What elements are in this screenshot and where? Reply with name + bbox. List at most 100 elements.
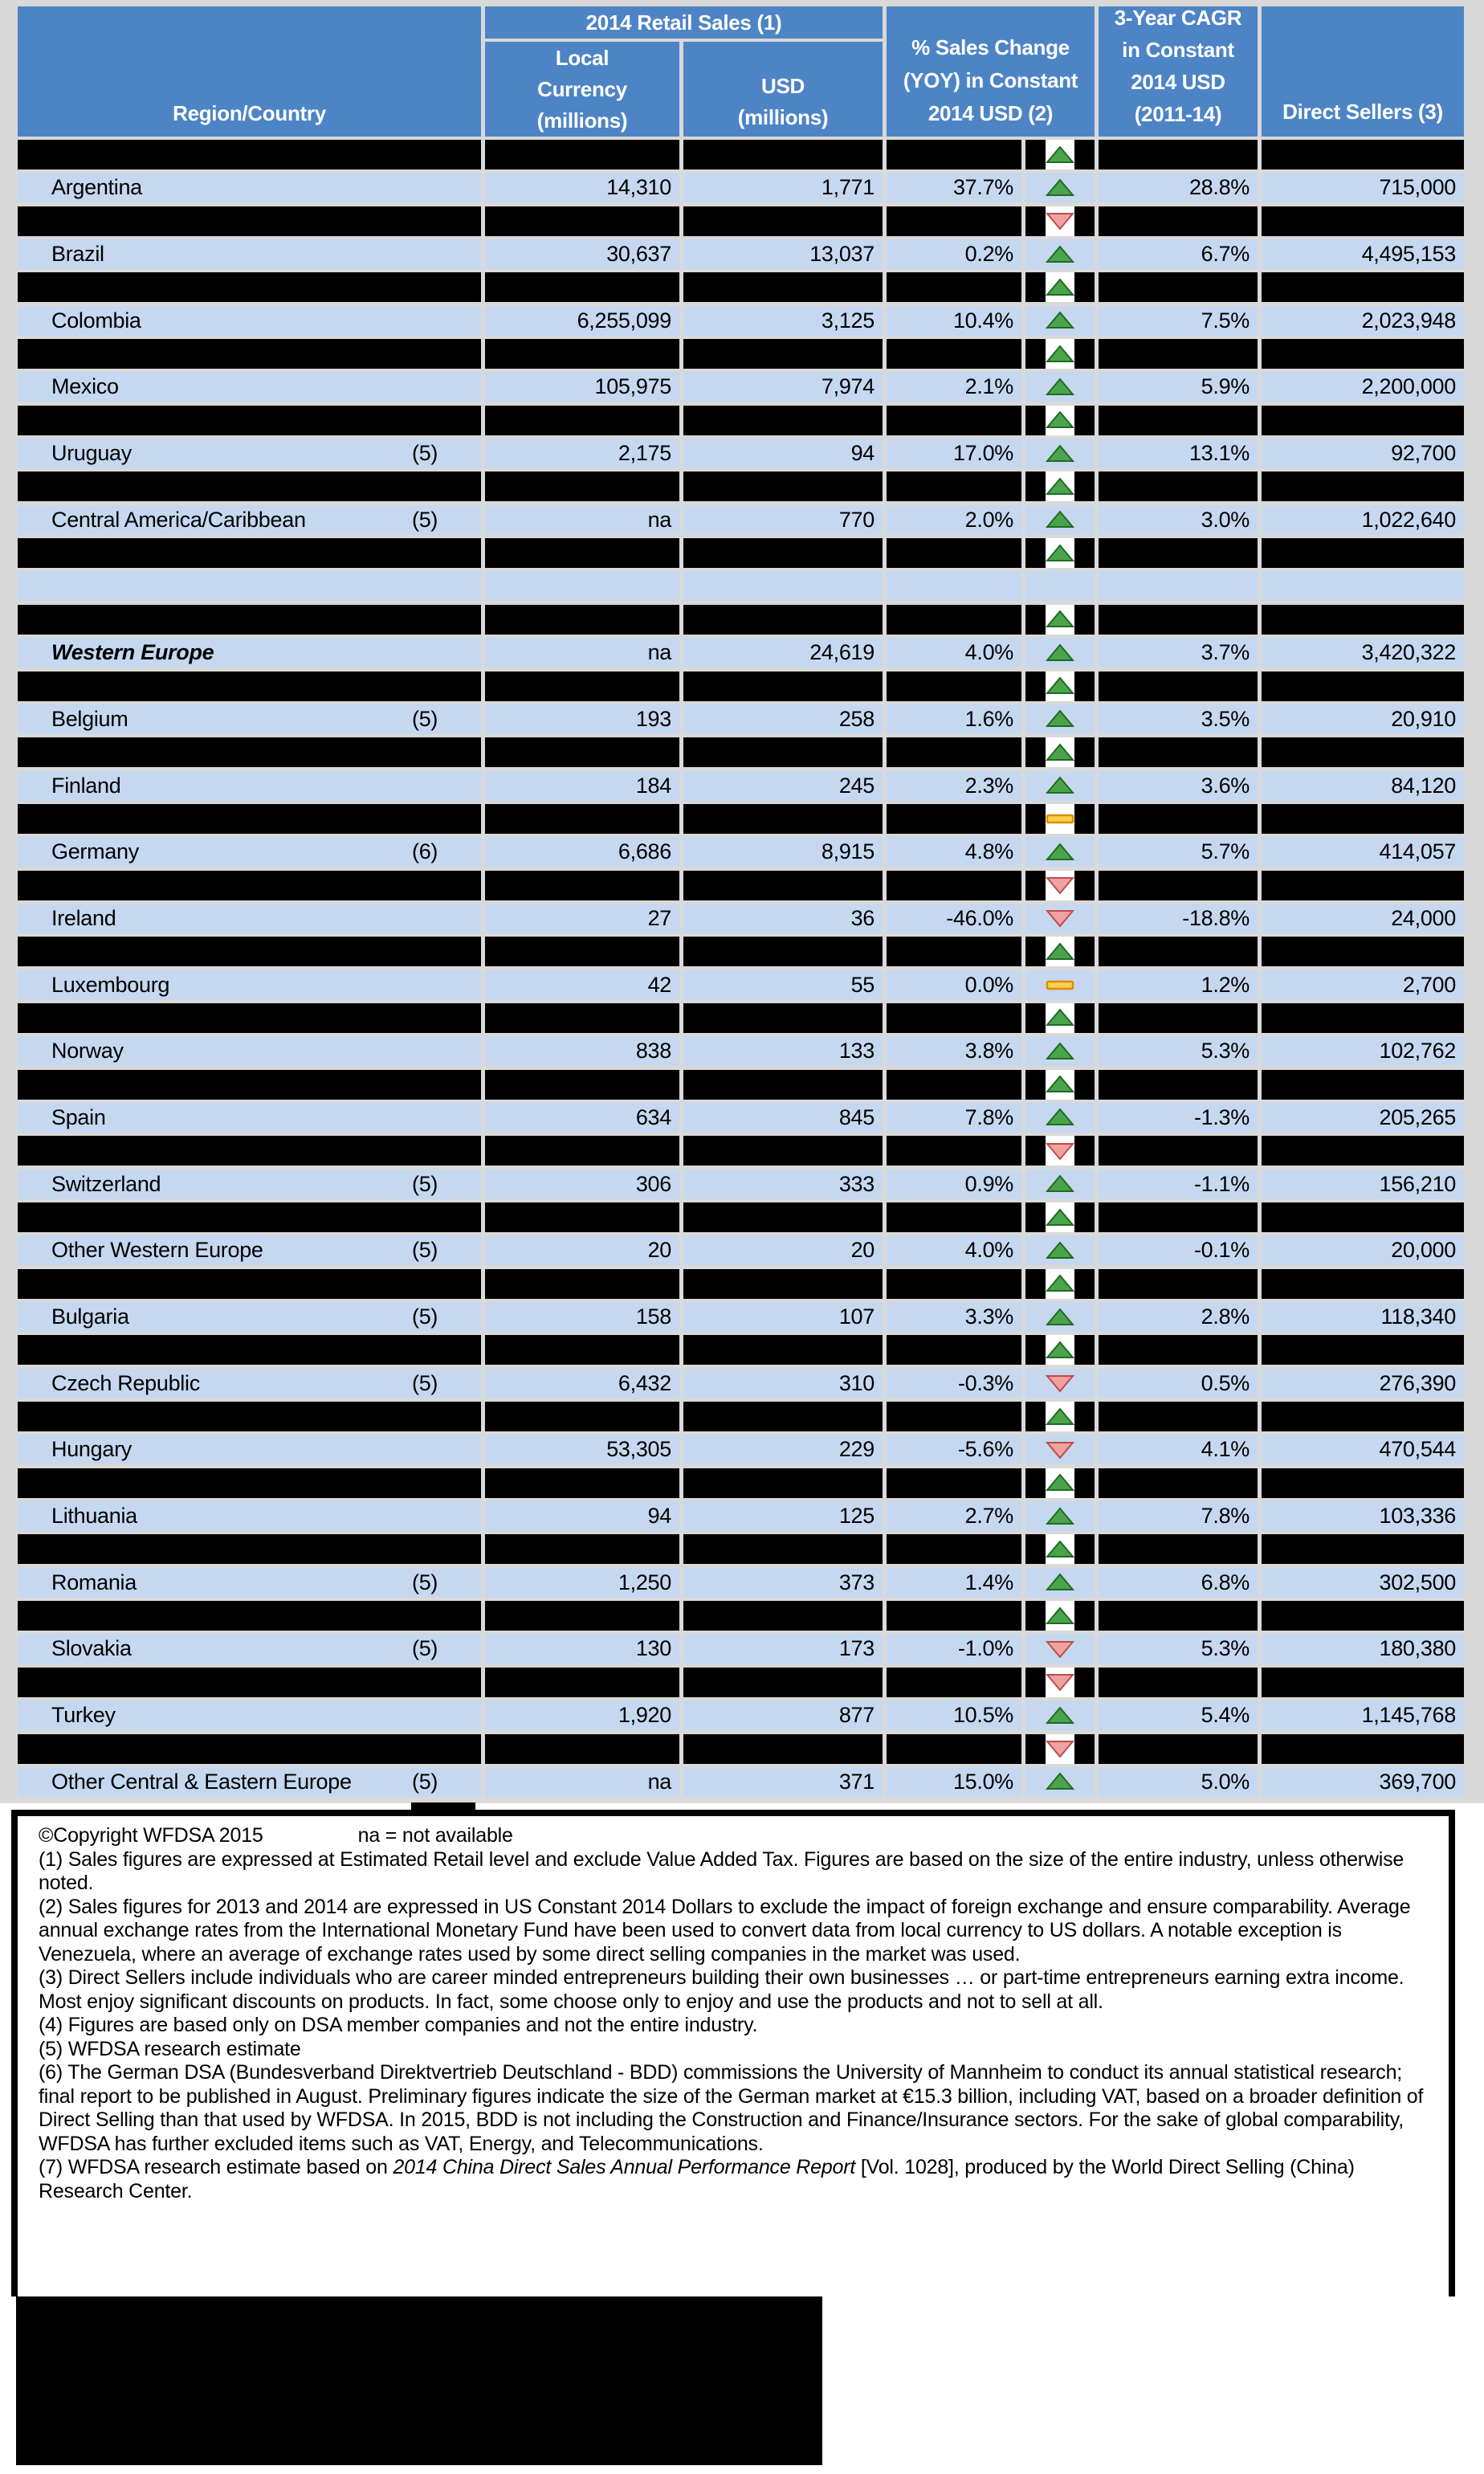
cell-cagr: -18.8% bbox=[1099, 903, 1258, 933]
cell-local bbox=[485, 937, 679, 967]
copyright-text: ©Copyright WFDSA 2015 bbox=[39, 1824, 263, 1847]
cell-icon bbox=[1025, 1036, 1095, 1067]
cell-sellers bbox=[1262, 1002, 1464, 1033]
column-header-direct-sellers: Direct Sellers (3) bbox=[1262, 6, 1464, 137]
cell-change: 4.0% bbox=[887, 638, 1021, 668]
cell-cagr bbox=[1099, 1268, 1258, 1299]
cell-usd bbox=[683, 1136, 883, 1166]
cell-local: 184 bbox=[485, 770, 679, 801]
up-arrow-icon bbox=[1046, 278, 1074, 297]
footnote-marker: (5) bbox=[412, 1238, 438, 1263]
cell-region bbox=[18, 538, 481, 569]
up-arrow-icon bbox=[1046, 1507, 1074, 1526]
cell-icon bbox=[1025, 339, 1095, 369]
up-arrow-icon bbox=[1046, 643, 1074, 663]
region-label: Other Central & Eastern Europe bbox=[51, 1769, 352, 1794]
cell-region: Luxembourg bbox=[18, 970, 481, 1000]
footnote-marker: (5) bbox=[412, 1304, 438, 1329]
cell-region: Other Western Europe (5) bbox=[18, 1235, 481, 1266]
cell-cagr bbox=[1099, 1468, 1258, 1498]
cell-sellers bbox=[1262, 339, 1464, 369]
cell-local: 27 bbox=[485, 903, 679, 933]
table-row: Other Central & Eastern Europe (5) na 371 15… bbox=[18, 1766, 1464, 1797]
cell-usd bbox=[683, 405, 883, 435]
cell-region: Romania (5) bbox=[18, 1567, 481, 1598]
cell-icon bbox=[1025, 1268, 1095, 1299]
up-arrow-icon bbox=[1046, 1174, 1074, 1194]
cell-cagr bbox=[1099, 1069, 1258, 1100]
table-row: Ireland 27 36 -46.0% -18.8% 24,000 bbox=[18, 903, 1464, 933]
cell-cagr bbox=[1099, 405, 1258, 435]
cell-icon bbox=[1025, 604, 1095, 635]
cell-region: Bulgaria (5) bbox=[18, 1302, 481, 1333]
cell-cagr: 5.3% bbox=[1099, 1634, 1258, 1664]
up-arrow-icon bbox=[1046, 1473, 1074, 1492]
cell-usd: 229 bbox=[683, 1435, 883, 1465]
cell-region bbox=[18, 1601, 481, 1631]
cell-sellers bbox=[1262, 1667, 1464, 1697]
cell-change: 4.0% bbox=[887, 1235, 1021, 1266]
cell-usd bbox=[683, 538, 883, 569]
cell-sellers bbox=[1262, 937, 1464, 967]
cell-cagr bbox=[1099, 937, 1258, 967]
cell-local bbox=[485, 870, 679, 900]
cell-sellers bbox=[1262, 1601, 1464, 1631]
cell-local bbox=[485, 1534, 679, 1565]
cell-usd: 371 bbox=[683, 1766, 883, 1797]
cell-local bbox=[485, 472, 679, 502]
up-arrow-icon bbox=[1046, 1606, 1074, 1626]
cell-local: 193 bbox=[485, 704, 679, 734]
table-body: Argentina 14,310 1,771 37.7% 28.8% 715,000 Bra… bbox=[18, 140, 1464, 1797]
region-label: Other Western Europe bbox=[51, 1238, 263, 1263]
cell-sellers: 102,762 bbox=[1262, 1036, 1464, 1067]
cell-cagr bbox=[1099, 1335, 1258, 1366]
redacted-row bbox=[18, 671, 1464, 701]
cell-local: na bbox=[485, 1766, 679, 1797]
cell-region: Brazil bbox=[18, 239, 481, 270]
table-row: Spain 634 845 7.8% -1.3% 205,265 bbox=[18, 1102, 1464, 1133]
up-arrow-icon bbox=[1046, 244, 1074, 264]
redacted-row bbox=[18, 1069, 1464, 1100]
cell-region bbox=[18, 671, 481, 701]
cell-icon bbox=[1025, 837, 1095, 868]
cell-sellers bbox=[1262, 803, 1464, 834]
cell-usd: 36 bbox=[683, 903, 883, 933]
cell-local bbox=[485, 604, 679, 635]
cell-icon bbox=[1025, 372, 1095, 402]
flat-dash-icon bbox=[1046, 975, 1074, 994]
cell-change: -0.3% bbox=[887, 1368, 1021, 1398]
flat-dash-icon bbox=[1046, 809, 1074, 828]
cell-icon bbox=[1025, 173, 1095, 203]
cell-change bbox=[887, 272, 1021, 303]
cell-usd: 3,125 bbox=[683, 305, 883, 336]
cell-icon bbox=[1025, 1368, 1095, 1398]
cell-local: 6,432 bbox=[485, 1368, 679, 1398]
icon-window bbox=[1046, 1268, 1074, 1299]
icon-window bbox=[1046, 272, 1074, 303]
footnote-marker: (5) bbox=[412, 1636, 438, 1661]
cell-sellers: 470,544 bbox=[1262, 1435, 1464, 1465]
redacted-row bbox=[18, 472, 1464, 502]
cell-icon bbox=[1025, 704, 1095, 734]
redacted-row bbox=[18, 1667, 1464, 1697]
cell-usd: 8,915 bbox=[683, 837, 883, 868]
cell-region: Czech Republic (5) bbox=[18, 1368, 481, 1398]
cell-sellers: 414,057 bbox=[1262, 837, 1464, 868]
cell-local: 94 bbox=[485, 1501, 679, 1532]
cell-usd: 55 bbox=[683, 970, 883, 1000]
cell-usd bbox=[683, 1534, 883, 1565]
cell-change: 3.8% bbox=[887, 1036, 1021, 1067]
cell-local: 6,255,099 bbox=[485, 305, 679, 336]
cell-region: Lithuania bbox=[18, 1501, 481, 1532]
redacted-row bbox=[18, 1733, 1464, 1764]
redacted-row bbox=[18, 405, 1464, 435]
cell-sellers: 2,200,000 bbox=[1262, 372, 1464, 402]
redacted-row bbox=[18, 140, 1464, 169]
cell-local bbox=[485, 571, 679, 602]
region-label: Ireland bbox=[51, 905, 116, 930]
cell-sellers: 276,390 bbox=[1262, 1368, 1464, 1398]
cell-icon bbox=[1025, 1700, 1095, 1731]
cell-region bbox=[18, 870, 481, 900]
cell-local: 306 bbox=[485, 1169, 679, 1199]
cell-change bbox=[887, 1534, 1021, 1565]
